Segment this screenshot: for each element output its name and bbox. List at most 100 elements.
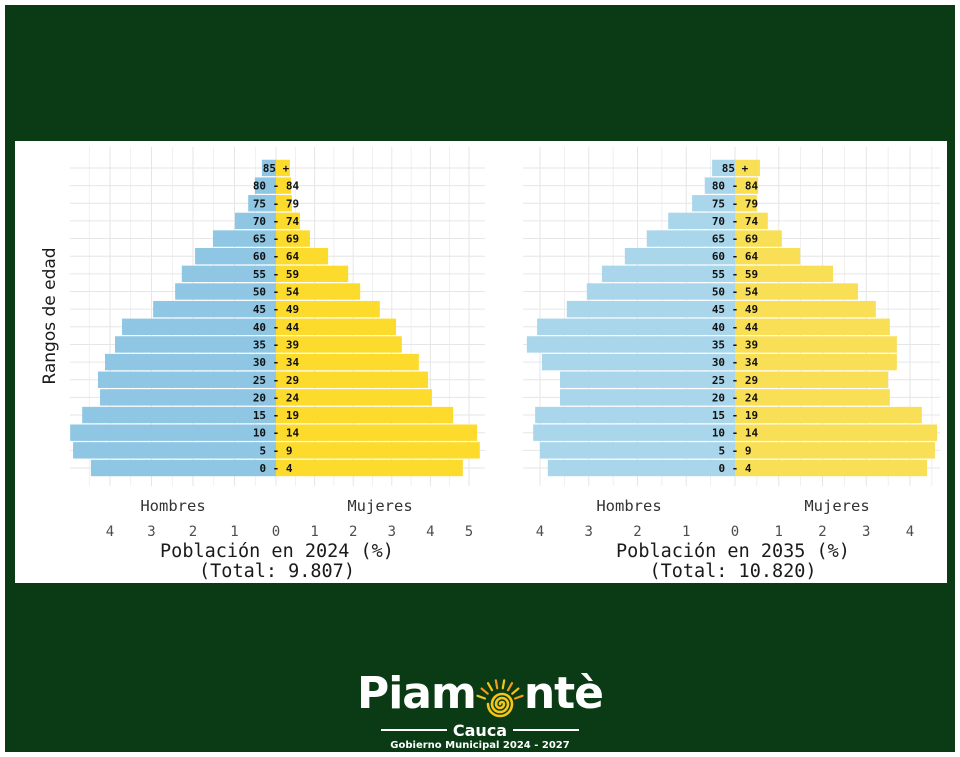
logo-tagline: Gobierno Municipal 2024 - 2027 <box>390 740 570 751</box>
total-label: (Total: 10.820) <box>649 561 816 582</box>
bar-mujeres-55-59 <box>276 265 349 283</box>
bar-mujeres-75-79 <box>276 195 292 212</box>
bar-mujeres-60-64 <box>735 248 801 265</box>
bar-hombres-55-59 <box>181 265 276 283</box>
spiral-shape <box>486 692 514 718</box>
logo-name-end: ntè <box>523 668 604 719</box>
y-axis-title: Rangos de edad <box>40 247 60 384</box>
bar-hombres-50-54 <box>175 283 276 300</box>
age-label: 40 - 44 <box>712 321 759 334</box>
x-tick-label: 0 <box>272 524 280 540</box>
x-tick-label: 3 <box>147 524 155 540</box>
bar-hombres-45-49 <box>153 300 276 318</box>
bar-mujeres-85 <box>276 159 290 177</box>
age-label: 25 - 29 <box>253 374 299 387</box>
age-label: 60 - 64 <box>712 250 759 263</box>
age-label: 5 - 9 <box>259 444 292 457</box>
bar-hombres-70-74 <box>668 212 735 230</box>
age-labels: 0 - 4 5 - 9 10 - 14 15 - 19 20 - 24 25 - 29 30… <box>253 162 300 475</box>
x-axis-title: Población en 2035 (%) <box>616 541 850 562</box>
bar-mujeres-70-74 <box>276 212 300 230</box>
bar-mujeres-65-69 <box>735 230 782 247</box>
bar-hombres-50-54 <box>586 283 735 300</box>
bar-mujeres-20-24 <box>276 389 432 406</box>
bar-hombres-5-9 <box>540 442 735 459</box>
sun-ray <box>513 694 524 700</box>
age-label: 0 - 4 <box>259 462 292 475</box>
x-tick-label: 2 <box>633 524 641 540</box>
age-label: 75 - 79 <box>712 197 758 210</box>
municipal-logo: Piam ntè Cauca Gobierno Municipal 2024 -… <box>0 660 960 752</box>
bar-mujeres-5-9 <box>735 442 935 459</box>
age-label: 45 - 49 <box>712 303 758 316</box>
total-label: (Total: 9.807) <box>199 561 355 582</box>
age-label: 65 - 69 <box>712 233 758 246</box>
bar-hombres-35-39 <box>526 336 735 353</box>
x-tick-label: 2 <box>189 524 197 540</box>
age-label: 35 - 39 <box>253 338 299 351</box>
bar-mujeres-20-24 <box>735 389 890 406</box>
bar-hombres-75-79 <box>692 195 735 212</box>
age-label: 85 + <box>263 162 290 175</box>
series-label-mujeres: Mujeres <box>347 497 412 515</box>
series-label-mujeres: Mujeres <box>804 497 869 515</box>
bar-hombres-60-64 <box>195 248 276 265</box>
bar-mujeres-65-69 <box>276 230 310 247</box>
bar-hombres-10-14 <box>533 424 735 441</box>
age-label: 30 - 34 <box>712 356 759 369</box>
age-labels: 0 - 4 5 - 9 10 - 14 15 - 19 20 - 24 25 - 29 30… <box>712 162 759 475</box>
bar-hombres-85 <box>712 159 735 177</box>
age-label: 70 - 74 <box>712 215 759 228</box>
age-label: 5 - 9 <box>718 444 751 457</box>
sun-ray <box>486 682 493 692</box>
bar-mujeres-45-49 <box>276 300 380 318</box>
bar-mujeres-0-4 <box>276 459 463 477</box>
sun-ray <box>506 682 513 692</box>
x-tick-label: 4 <box>536 524 544 540</box>
bar-hombres-70-74 <box>234 212 276 230</box>
bar-mujeres-45-49 <box>735 300 876 318</box>
age-label: 15 - 19 <box>253 409 299 422</box>
bar-hombres-15-19 <box>535 406 735 424</box>
bar-mujeres-35-39 <box>276 336 402 353</box>
age-label: 20 - 24 <box>712 391 759 404</box>
sun-rays <box>476 679 524 700</box>
bar-hombres-80-84 <box>254 177 276 194</box>
x-tick-label: 1 <box>310 524 318 540</box>
bar-mujeres-25-29 <box>735 371 889 388</box>
x-tick-label: 2 <box>818 524 826 540</box>
age-label: 20 - 24 <box>253 391 300 404</box>
x-tick-label: 3 <box>585 524 593 540</box>
age-label: 75 - 79 <box>253 197 299 210</box>
bar-hombres-5-9 <box>73 442 276 459</box>
bar-mujeres-50-54 <box>276 283 361 300</box>
x-tick-label: 2 <box>349 524 357 540</box>
bar-mujeres-15-19 <box>276 406 454 424</box>
sun-ray <box>501 679 506 690</box>
age-label: 15 - 19 <box>712 409 758 422</box>
bar-hombres-0-4 <box>547 459 735 477</box>
age-label: 55 - 59 <box>253 268 299 281</box>
bar-hombres-10-14 <box>70 424 276 441</box>
age-label: 80 - 84 <box>712 180 759 193</box>
x-tick-label: 1 <box>775 524 783 540</box>
bar-mujeres-40-44 <box>735 318 890 335</box>
x-tick-label: 5 <box>465 524 473 540</box>
logo-name-start: Piam <box>356 668 477 719</box>
bar-mujeres-85 <box>735 159 760 177</box>
age-label: 80 - 84 <box>253 180 300 193</box>
x-tick-label: 1 <box>682 524 690 540</box>
series-label-hombres: Hombres <box>140 497 205 515</box>
bar-mujeres-50-54 <box>735 283 858 300</box>
divider-line-left <box>380 729 447 731</box>
bar-mujeres-60-64 <box>276 248 329 265</box>
bar-hombres-20-24 <box>100 389 276 406</box>
bar-mujeres-35-39 <box>735 336 897 353</box>
sun-ray <box>480 687 489 695</box>
bar-mujeres-10-14 <box>735 424 938 441</box>
age-label: 35 - 39 <box>712 338 758 351</box>
age-label: 45 - 49 <box>253 303 299 316</box>
